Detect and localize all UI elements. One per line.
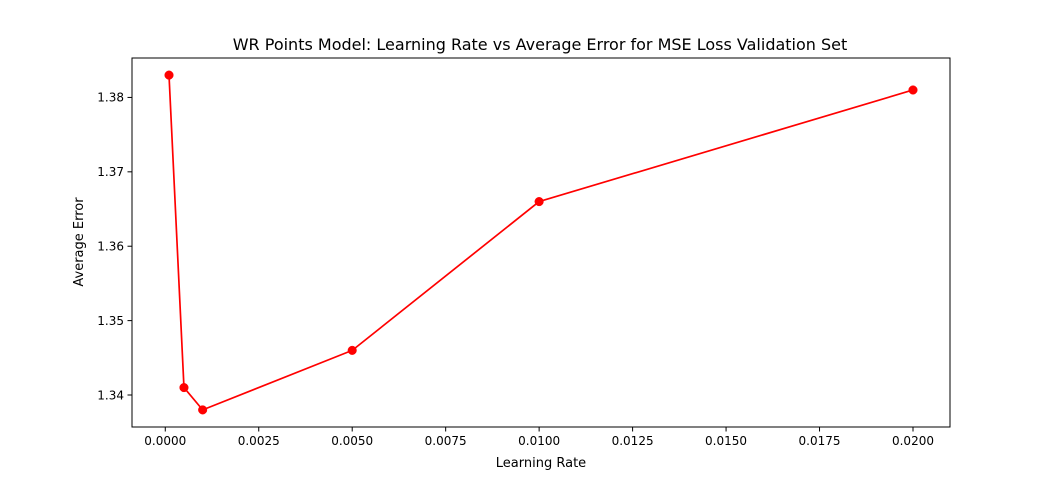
x-tick-label: 0.0100 <box>518 434 560 448</box>
data-point <box>164 70 174 80</box>
series-layer <box>164 70 918 415</box>
data-point <box>347 345 357 355</box>
x-tick-label: 0.0175 <box>799 434 841 448</box>
x-axis-label: Learning Rate <box>496 456 586 471</box>
data-point <box>534 197 544 207</box>
x-axis-ticks: 0.0000 0.0025 0.0050 0.0075 0.0100 0.0125 0.01… <box>144 427 934 448</box>
plot-area-frame <box>131 57 951 428</box>
x-tick-label: 0.0025 <box>238 434 280 448</box>
y-tick-label: 1.37 <box>97 165 124 179</box>
chart-title: WR Points Model: Learning Rate vs Averag… <box>233 35 848 54</box>
x-tick-label: 0.0000 <box>144 434 186 448</box>
data-point <box>908 85 918 95</box>
x-tick-label: 0.0075 <box>425 434 467 448</box>
y-axis-ticks: 1.34 1.35 1.36 1.37 1.38 <box>97 91 132 402</box>
y-tick-label: 1.35 <box>97 314 124 328</box>
x-tick-label: 0.0125 <box>612 434 654 448</box>
x-tick-label: 0.0200 <box>892 434 934 448</box>
y-axis-label: Average Error <box>72 197 87 287</box>
series-line <box>168 75 914 411</box>
x-tick-label: 0.0150 <box>705 434 747 448</box>
y-tick-label: 1.36 <box>97 240 124 254</box>
data-point <box>179 383 189 393</box>
y-tick-label: 1.38 <box>97 91 124 105</box>
data-point <box>198 405 208 415</box>
y-tick-label: 1.34 <box>97 388 124 402</box>
x-tick-label: 0.0050 <box>331 434 373 448</box>
